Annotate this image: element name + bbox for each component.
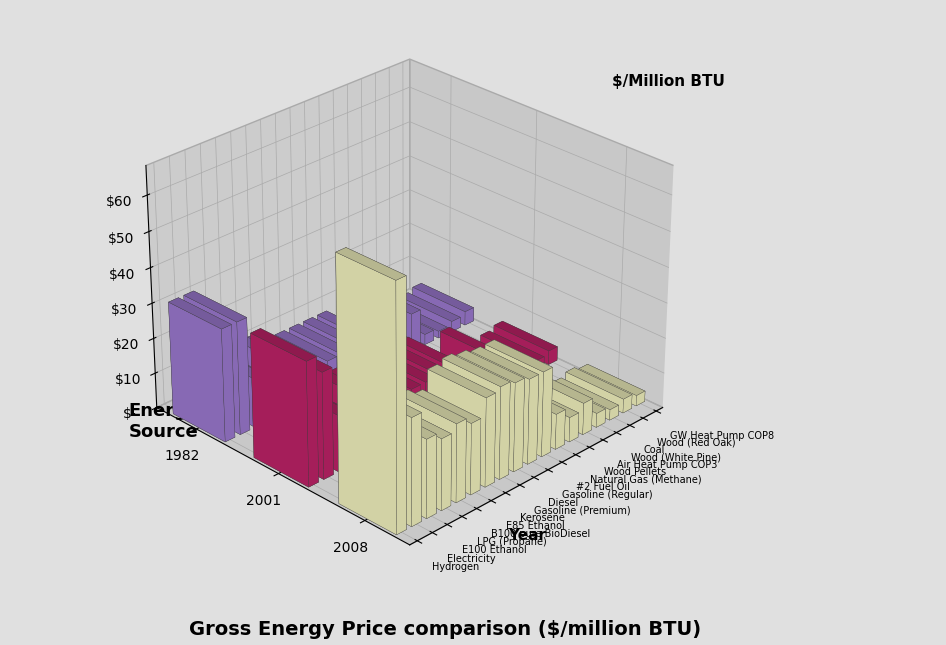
Text: Gross Energy Price comparison ($/million BTU): Gross Energy Price comparison ($/million… [188,620,701,639]
Text: Year: Year [508,528,546,542]
Text: $/Million BTU: $/Million BTU [612,74,726,88]
Text: Energy
Source: Energy Source [129,402,199,441]
